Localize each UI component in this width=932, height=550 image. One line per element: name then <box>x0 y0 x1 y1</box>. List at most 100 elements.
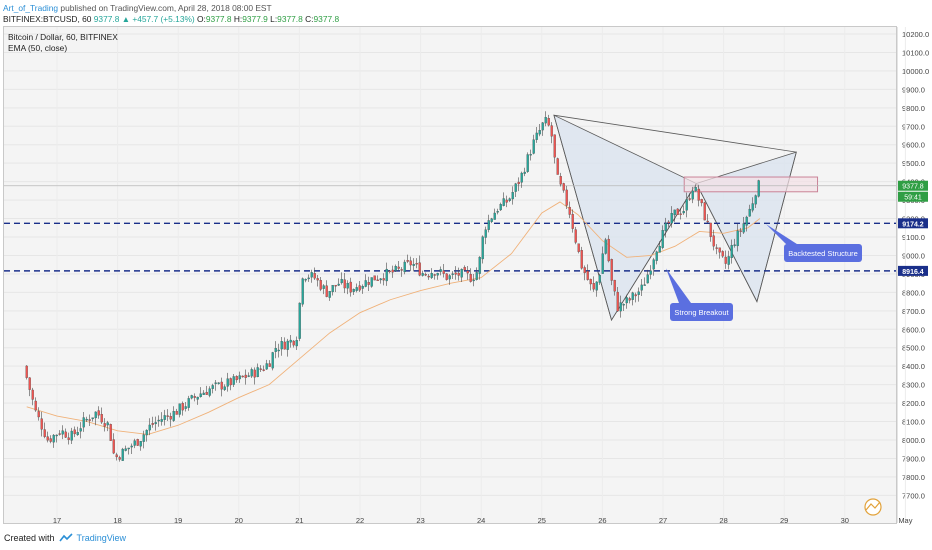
candle-body <box>292 340 295 346</box>
candle-body <box>226 378 229 387</box>
candle-body <box>502 198 505 206</box>
candle-body <box>250 369 253 377</box>
candle-body <box>124 448 127 451</box>
candle-body <box>562 183 565 191</box>
candle-body <box>154 422 157 425</box>
candle-body <box>139 441 142 447</box>
candle-body <box>505 199 508 203</box>
candle-body <box>184 406 187 409</box>
candle-body <box>499 204 502 211</box>
y-tick-label: 9500.0 <box>902 159 925 168</box>
candle-body <box>460 268 463 278</box>
last-price: 9377.8 <box>93 14 120 24</box>
candle-body <box>151 423 154 425</box>
candle-body <box>142 434 145 442</box>
candle-body <box>244 374 247 378</box>
candle-body <box>709 222 712 237</box>
candle-body <box>220 381 223 390</box>
candle-body <box>421 273 424 276</box>
candle-body <box>388 270 391 273</box>
footer-created-text: Created with <box>4 533 55 543</box>
open-value: 9377.8 <box>205 14 232 24</box>
candle-body <box>631 292 634 300</box>
candle-body <box>748 208 751 217</box>
candle-body <box>721 251 724 257</box>
candle-body <box>196 396 199 400</box>
author-link[interactable]: Art_of_Trading <box>3 3 59 13</box>
y-tick-label: 8400.0 <box>902 362 925 371</box>
footer-brand[interactable]: TradingView <box>76 533 127 543</box>
candle-body <box>727 256 730 265</box>
close-value: 9377.8 <box>313 14 340 24</box>
candle-body <box>466 270 469 274</box>
candle-body <box>295 340 298 347</box>
published-text: published on TradingView.com, April 28, … <box>60 3 272 13</box>
candle-body <box>742 223 745 233</box>
candle-body <box>577 243 580 252</box>
candle-body <box>58 433 61 435</box>
x-tick-label: 24 <box>477 516 485 525</box>
candle-body <box>256 367 259 378</box>
legend-indicator: EMA (50, close) <box>8 43 68 53</box>
candle-body <box>217 382 220 384</box>
callout-backtested-structure[interactable] <box>784 244 862 262</box>
candle-body <box>115 454 118 458</box>
candle-body <box>103 423 106 427</box>
candle-body <box>109 424 112 441</box>
x-tick-label: 23 <box>416 516 424 525</box>
candle-body <box>253 369 256 378</box>
candle-body <box>172 411 175 421</box>
candle-body <box>97 410 100 416</box>
candle-body <box>754 195 757 205</box>
y-tick-label: 10100.0 <box>902 48 929 57</box>
x-tick-label: 29 <box>780 516 788 525</box>
candle-body <box>640 284 643 291</box>
candle-body <box>418 262 421 276</box>
candle-body <box>493 212 496 220</box>
candle-body <box>406 260 409 262</box>
candle-body <box>472 279 475 282</box>
candle-body <box>424 274 427 276</box>
candle-body <box>430 273 433 278</box>
callout-text: Strong Breakout <box>674 308 729 317</box>
candle-body <box>670 213 673 224</box>
chart-legend: Bitcoin / Dollar, 60, BITFINEX EMA (50, … <box>8 32 118 54</box>
candle-body <box>409 260 412 266</box>
candle-body <box>37 411 40 418</box>
level-price-tag <box>898 218 928 229</box>
candle-body <box>280 341 283 350</box>
candle-body <box>349 281 352 293</box>
candle-body <box>229 378 232 386</box>
low-label: L: <box>270 14 278 24</box>
price-change: ▲ +457.7 (+5.13%) <box>121 14 195 24</box>
candle-body <box>118 457 121 460</box>
candle-body <box>199 393 202 398</box>
resistance-zone[interactable] <box>683 176 819 193</box>
candle-body <box>730 245 733 259</box>
candle-body <box>31 389 34 400</box>
candle-body <box>526 154 529 172</box>
candle-body <box>661 230 664 248</box>
candle-body <box>271 352 274 369</box>
candle-body <box>211 385 214 389</box>
candle-body <box>601 253 604 274</box>
x-tick-label: May <box>898 516 912 525</box>
candle-body <box>463 267 466 271</box>
candle-body <box>664 223 667 231</box>
candle-body <box>646 274 649 284</box>
candle-body <box>334 284 337 287</box>
candle-body <box>496 211 499 213</box>
candle-body <box>286 340 289 350</box>
candle-body <box>598 274 601 283</box>
candle-body <box>445 273 448 280</box>
candle-body <box>565 189 568 206</box>
candle-body <box>316 278 319 281</box>
close-label: C: <box>305 14 314 24</box>
y-tick-label: 7900.0 <box>902 454 925 463</box>
tv-badge-icon[interactable] <box>864 498 882 516</box>
candle-body <box>538 130 541 135</box>
callout-strong-breakout[interactable] <box>670 303 733 321</box>
candle-body <box>442 270 445 274</box>
candle-body <box>478 256 481 274</box>
